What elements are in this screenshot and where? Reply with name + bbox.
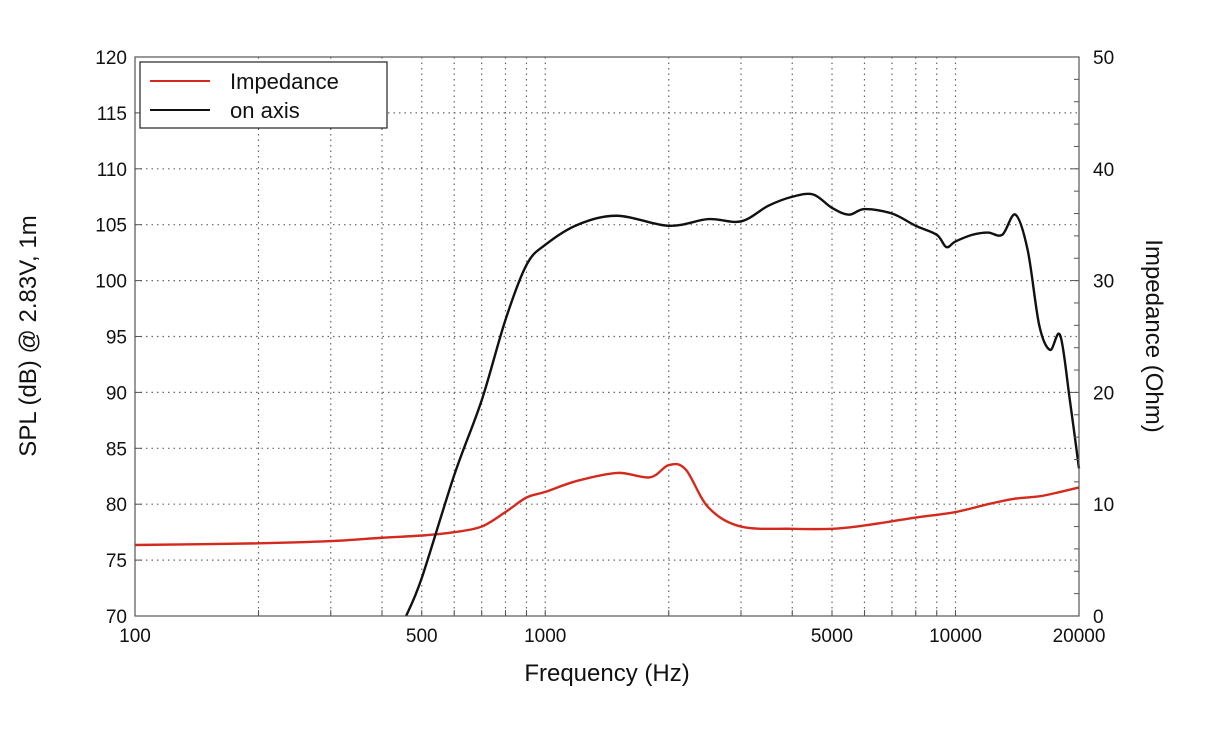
y-tick-label: 115 bbox=[97, 104, 127, 125]
y2-tick-label: 50 bbox=[1093, 48, 1114, 69]
x-tick-label: 1000 bbox=[524, 626, 566, 647]
grid bbox=[135, 57, 1079, 616]
legend-box bbox=[139, 61, 388, 129]
y-axis-label: SPL (dB) @ 2.83V, 1m bbox=[15, 215, 42, 456]
series-line-impedance bbox=[134, 462, 1080, 547]
y2-tick-label: 30 bbox=[1093, 272, 1114, 293]
y2-tick-label: 10 bbox=[1093, 495, 1114, 516]
y-tick-label: 105 bbox=[95, 216, 127, 237]
y-tick-label: 120 bbox=[95, 48, 127, 69]
y2-tick-label: 40 bbox=[1093, 160, 1114, 181]
x-axis-label: Frequency (Hz) bbox=[524, 660, 689, 687]
y-tick-label: 70 bbox=[106, 607, 127, 628]
y-tick-label: 90 bbox=[106, 383, 127, 404]
legend-label-on-axis: on axis bbox=[230, 98, 300, 123]
x-tick-label: 100 bbox=[119, 626, 151, 647]
y2-tick-label: 20 bbox=[1093, 383, 1114, 404]
ticks: 70 75 80 85 90 95 100 105 110 115 120 0 10 20 30 40 50 10… bbox=[95, 48, 1114, 647]
x-tick-label: 5000 bbox=[811, 626, 853, 647]
y-tick-label: 85 bbox=[106, 439, 127, 460]
y-tick-label: 75 bbox=[106, 551, 127, 572]
y-tick-label: 100 bbox=[95, 272, 127, 293]
plot-frame bbox=[134, 56, 1080, 617]
y-tick-label: 110 bbox=[97, 160, 127, 181]
legend: Impedance on axis bbox=[139, 61, 388, 129]
legend-label-impedance: Impedance bbox=[230, 69, 339, 94]
x-tick-label: 20000 bbox=[1053, 626, 1106, 647]
x-tick-label: 500 bbox=[406, 626, 438, 647]
x-tick-label: 10000 bbox=[929, 626, 982, 647]
series-line-on-axis bbox=[405, 192, 1081, 617]
y2-axis-label: Impedance (Ohm) bbox=[1140, 239, 1167, 432]
curves bbox=[134, 192, 1081, 617]
y2-tick-label: 0 bbox=[1093, 607, 1104, 628]
y-tick-label: 95 bbox=[106, 328, 127, 349]
y-tick-label: 80 bbox=[106, 495, 127, 516]
